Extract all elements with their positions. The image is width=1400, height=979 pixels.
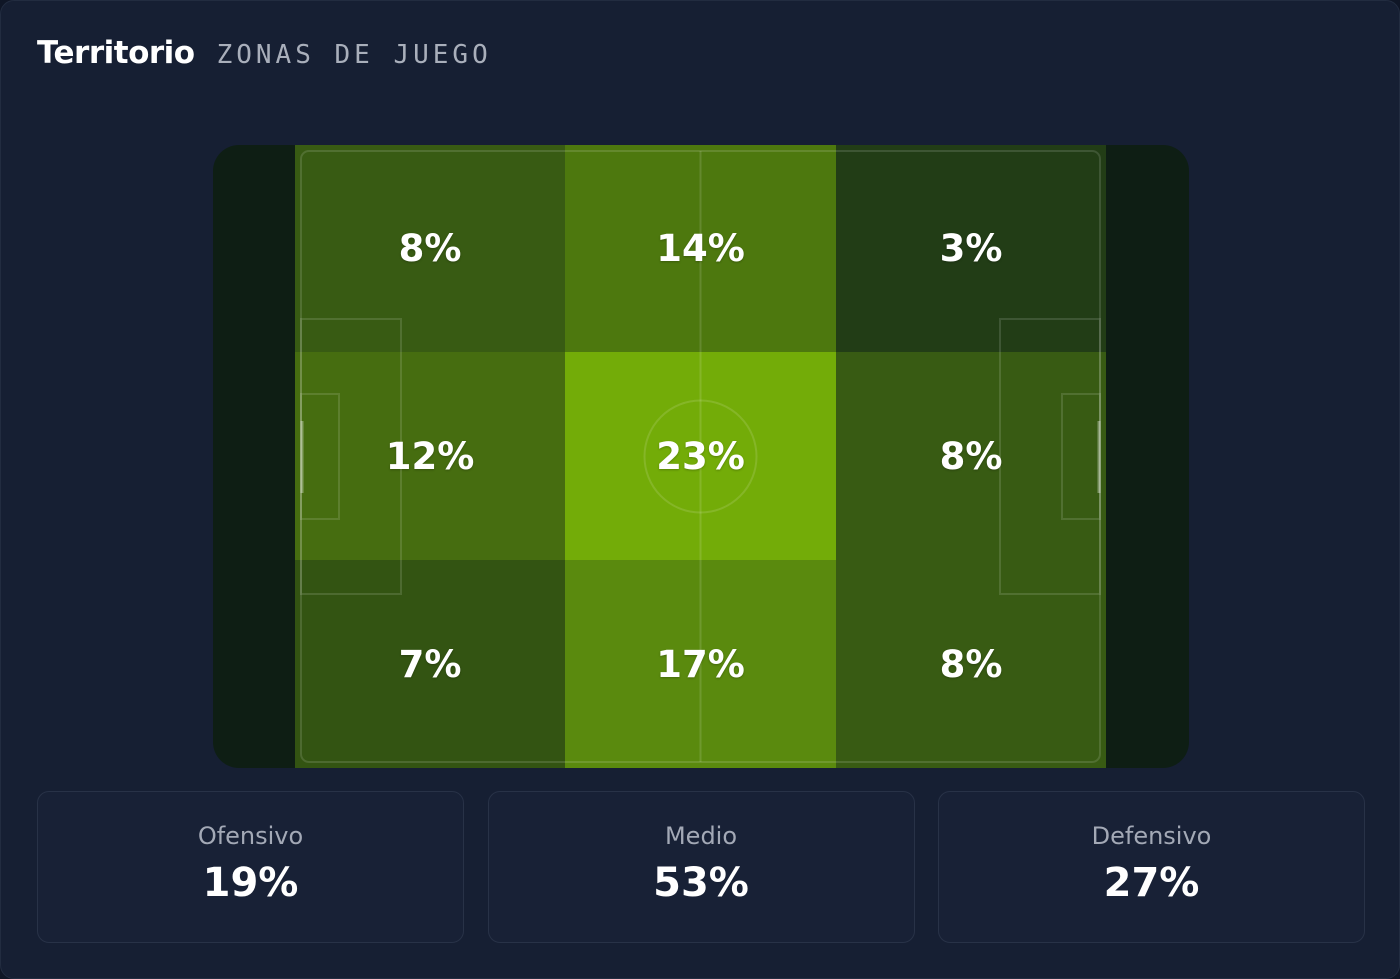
- zone-bottom-center: 17%: [565, 560, 836, 768]
- zone-value: 3%: [939, 227, 1003, 270]
- stat-defensivo: Defensivo 27%: [938, 791, 1365, 943]
- zone-middle-left: 12%: [295, 352, 565, 560]
- card-title: Territorio: [37, 35, 195, 71]
- card-header: Territorio ZONAS DE JUEGO: [37, 35, 492, 79]
- stat-label: Ofensivo: [197, 822, 304, 850]
- pitch-container: 8% 14% 3% 12% 23% 8% 7% 17% 8%: [213, 145, 1189, 768]
- zone-value: 8%: [939, 642, 1003, 686]
- zone-value: 23%: [656, 434, 745, 478]
- stat-value: 53%: [653, 860, 749, 906]
- stat-value: 19%: [202, 860, 299, 906]
- zone-value: 17%: [656, 642, 745, 686]
- zone-top-left: 8%: [295, 145, 565, 352]
- stat-medio: Medio 53%: [487, 791, 915, 943]
- card-subtitle: ZONAS DE JUEGO: [216, 40, 492, 70]
- zone-value: 12%: [385, 434, 475, 478]
- stat-label: Defensivo: [1091, 822, 1212, 850]
- zone-bottom-right: 8%: [836, 560, 1106, 768]
- stat-value: 27%: [1103, 860, 1200, 906]
- zone-value: 14%: [656, 227, 745, 270]
- zone-middle-center: 23%: [565, 352, 836, 560]
- zone-middle-right: 8%: [836, 352, 1106, 560]
- zone-top-right: 3%: [836, 145, 1106, 352]
- zone-grid: 8% 14% 3% 12% 23% 8% 7% 17% 8%: [295, 145, 1106, 768]
- zone-top-center: 14%: [565, 145, 836, 352]
- zone-value: 8%: [939, 434, 1003, 478]
- stat-label: Medio: [664, 822, 738, 850]
- zone-value: 8%: [398, 227, 462, 270]
- zone-value: 7%: [398, 642, 462, 686]
- pitch: 8% 14% 3% 12% 23% 8% 7% 17% 8%: [295, 145, 1106, 768]
- stat-ofensivo: Ofensivo 19%: [37, 791, 464, 943]
- summary-row: Ofensivo 19% Medio 53% Defensivo 27%: [37, 791, 1365, 943]
- zone-bottom-left: 7%: [295, 560, 565, 768]
